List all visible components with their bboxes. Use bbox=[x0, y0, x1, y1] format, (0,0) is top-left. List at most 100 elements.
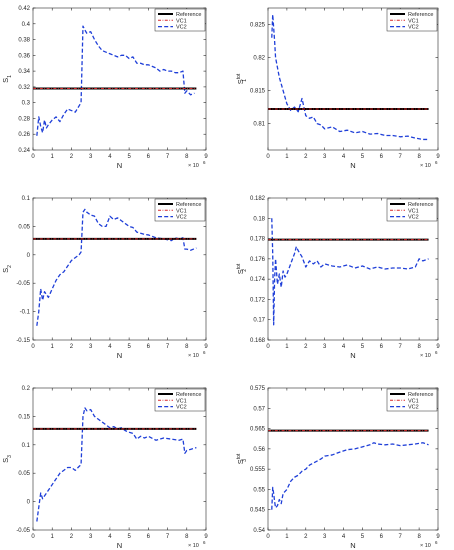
y-axis-label: S2 bbox=[1, 265, 13, 273]
y-axis-label: Stot1 bbox=[236, 73, 248, 84]
x-tick-label: 8 bbox=[417, 154, 421, 160]
x-tick-label: 5 bbox=[361, 154, 365, 160]
axes-frame bbox=[267, 387, 439, 531]
y-axis-label-sup: tot bbox=[236, 453, 242, 459]
panel-s1: 0 1 2 3 4 5 6 7 8 9 0.24 0.26 0.28 0.3 0.32 0.34 0.36 0.3… bbox=[1, 6, 208, 170]
x-axis-label: N bbox=[117, 351, 122, 360]
y-tick-label: 0.825 bbox=[250, 23, 266, 29]
x-tick-label: 5 bbox=[127, 344, 131, 350]
axes-frame bbox=[267, 197, 439, 341]
y-tick-label: -0.05 bbox=[16, 528, 30, 534]
legend-label-vc2: VC2 bbox=[176, 25, 187, 31]
x-tick-label: 8 bbox=[417, 344, 421, 350]
y-tick-label: 0.172 bbox=[250, 297, 266, 303]
x-tick-label: 1 bbox=[51, 154, 55, 160]
x-multiplier-label: × 10 bbox=[188, 543, 199, 549]
x-tick-label: 4 bbox=[108, 344, 112, 350]
y-axis-label: Stot2 bbox=[236, 263, 248, 274]
y-tick-label: -0.1 bbox=[20, 310, 31, 316]
x-tick-label: 1 bbox=[285, 534, 289, 540]
legend-label-vc2: VC2 bbox=[408, 25, 419, 31]
legend-label-vc1: VC1 bbox=[176, 398, 187, 404]
y-tick-label: -0.15 bbox=[16, 338, 30, 344]
y-tick-label: 0.42 bbox=[18, 6, 30, 12]
y-axis-label-sub: 2 bbox=[242, 269, 248, 272]
legend-label-vc2: VC2 bbox=[176, 215, 187, 221]
axes-frame bbox=[32, 387, 207, 531]
series-vc2-line bbox=[36, 25, 195, 136]
y-tick-label: 0.05 bbox=[18, 224, 30, 230]
x-tick-label: 5 bbox=[361, 344, 365, 350]
y-axis-label-sub: 1 bbox=[242, 79, 248, 82]
x-tick-label: 9 bbox=[204, 344, 208, 350]
y-tick-label: 0.3 bbox=[22, 101, 31, 107]
y-tick-label: 0.15 bbox=[18, 414, 30, 420]
x-tick-label: 0 bbox=[266, 154, 270, 160]
x-tick-label: 3 bbox=[89, 154, 93, 160]
x-tick-label: 2 bbox=[304, 534, 308, 540]
y-tick-label: 0.57 bbox=[253, 406, 265, 412]
x-exponent-label: 6 bbox=[203, 350, 206, 355]
y-axis-label-sup: tot bbox=[236, 73, 242, 79]
x-tick-label: 6 bbox=[147, 154, 151, 160]
x-tick-label: 7 bbox=[166, 154, 170, 160]
y-tick-label: 0.565 bbox=[250, 427, 266, 433]
y-axis-label-main: S bbox=[1, 458, 10, 463]
y-axis-label-main: S bbox=[236, 79, 245, 84]
x-tick-label: 8 bbox=[185, 534, 189, 540]
legend-label-vc1: VC1 bbox=[176, 18, 187, 24]
x-tick-label: 1 bbox=[51, 534, 55, 540]
legend-label-vc1: VC1 bbox=[408, 208, 419, 214]
x-tick-label: 2 bbox=[70, 344, 74, 350]
x-tick-label: 2 bbox=[70, 534, 74, 540]
plot-area bbox=[33, 25, 197, 136]
series-vc2-line bbox=[36, 208, 197, 326]
x-exponent-label: 6 bbox=[435, 540, 438, 545]
x-tick-label: 7 bbox=[166, 344, 170, 350]
x-tick-label: 0 bbox=[31, 344, 35, 350]
x-tick-label: 7 bbox=[399, 534, 403, 540]
y-tick-label: 0.1 bbox=[22, 443, 31, 449]
legend-label-vc1: VC1 bbox=[408, 18, 419, 24]
x-tick-label: 6 bbox=[147, 344, 151, 350]
y-tick-label: 0.55 bbox=[253, 487, 265, 493]
y-axis-label-main: S bbox=[1, 78, 10, 83]
x-tick-label: 5 bbox=[127, 154, 131, 160]
y-tick-label: 0 bbox=[27, 500, 31, 506]
series-vc2-line bbox=[271, 442, 429, 510]
y-tick-label: 0.26 bbox=[18, 132, 30, 138]
x-tick-label: 4 bbox=[342, 154, 346, 160]
y-axis-label-main: S bbox=[236, 269, 245, 274]
legend-label-vc2: VC2 bbox=[408, 215, 419, 221]
x-tick-label: 3 bbox=[89, 344, 93, 350]
x-tick-label: 7 bbox=[399, 344, 403, 350]
y-axis-label-sub: 3 bbox=[242, 459, 248, 462]
legend-label-reference: Reference bbox=[176, 12, 201, 18]
y-axis-label: S1 bbox=[1, 75, 13, 83]
x-exponent-label: 6 bbox=[435, 160, 438, 165]
legend-label-vc1: VC1 bbox=[408, 398, 419, 404]
x-tick-label: 3 bbox=[323, 534, 327, 540]
x-exponent-label: 6 bbox=[435, 350, 438, 355]
x-axis-label: N bbox=[117, 161, 122, 170]
axes-frame bbox=[32, 197, 207, 341]
y-axis-label-sup: tot bbox=[236, 263, 242, 269]
plot-area bbox=[33, 407, 197, 522]
x-tick-label: 6 bbox=[380, 534, 384, 540]
x-tick-label: 4 bbox=[108, 154, 112, 160]
x-axis-label: N bbox=[350, 541, 355, 550]
x-tick-label: 8 bbox=[417, 534, 421, 540]
y-tick-label: 0.34 bbox=[18, 69, 30, 75]
y-tick-label: 0.174 bbox=[250, 277, 266, 283]
x-tick-label: 9 bbox=[436, 344, 440, 350]
y-tick-label: 0.555 bbox=[250, 467, 266, 473]
y-axis-label-main: S bbox=[236, 459, 245, 464]
x-tick-label: 3 bbox=[323, 154, 327, 160]
plot-area bbox=[268, 429, 429, 510]
x-tick-label: 9 bbox=[204, 534, 208, 540]
